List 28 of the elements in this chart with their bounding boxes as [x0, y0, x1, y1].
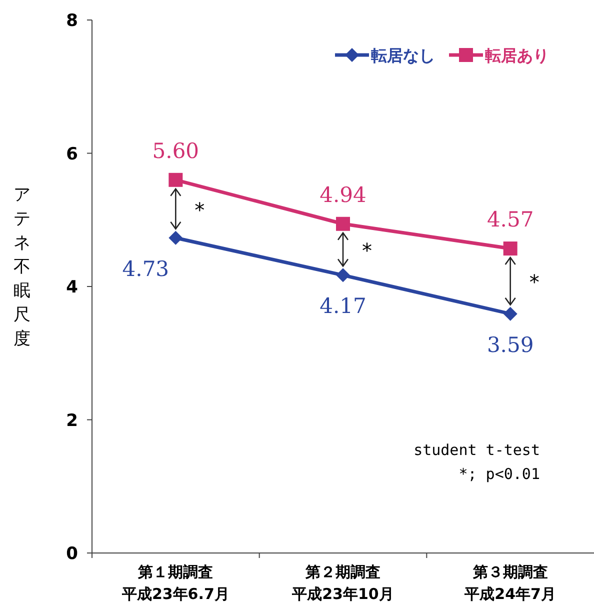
- annotation: *: [529, 270, 540, 294]
- x-tick-label: 第３期調査平成24年7月: [464, 563, 556, 603]
- y-tick-label: 4: [66, 278, 78, 298]
- legend-label: 転居なし: [371, 46, 435, 65]
- point: [503, 306, 518, 321]
- point: [168, 230, 183, 245]
- x-tick-label: 第２期調査平成23年10月: [291, 563, 394, 603]
- data-label: 4.94: [320, 182, 366, 207]
- legend-label: 転居あり: [485, 46, 549, 65]
- x-tick-label: 第１期調査平成23年6.7月: [120, 563, 230, 603]
- y-axis-title: アテネ不眠尺度: [14, 185, 30, 349]
- y-tick-label: 0: [66, 544, 78, 564]
- data-label: 4.73: [122, 256, 170, 281]
- data-label: 4.17: [320, 294, 366, 318]
- point: [503, 242, 518, 256]
- data-label: 5.60: [152, 138, 200, 163]
- data-label: 3.59: [486, 332, 534, 357]
- point: [336, 268, 350, 282]
- point: [168, 172, 183, 187]
- y-tick-label: 2: [66, 410, 78, 431]
- point: [336, 216, 350, 231]
- annotation: *: [362, 238, 372, 263]
- y-tick-label: 8: [66, 11, 78, 31]
- annotation: student t-test: [414, 441, 540, 459]
- annotation: *; p<0.01: [458, 465, 540, 483]
- annotation: *: [194, 198, 205, 222]
- data-label: 4.57: [486, 208, 534, 232]
- y-tick-label: 6: [66, 144, 78, 164]
